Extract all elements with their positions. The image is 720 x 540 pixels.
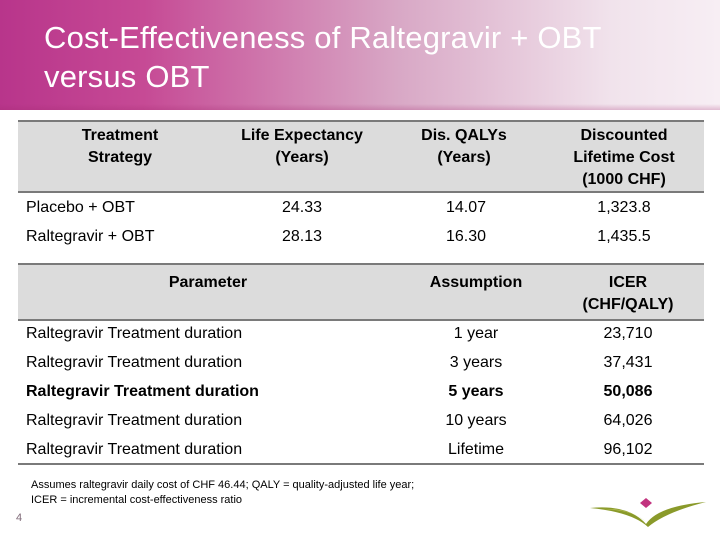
header-text: (CHF/QALY) [582, 296, 674, 313]
parameter-cell: Raltegravir Treatment duration [26, 412, 243, 429]
life-expectancy-cell: 24.33 [281, 199, 323, 216]
header-discounted-cost: Discounted Lifetime Cost (1000 CHF) [548, 125, 700, 191]
assumption-cell: 5 years [448, 383, 504, 400]
table-bottom-rule [18, 463, 704, 465]
icer-cell: 96,102 [603, 441, 653, 458]
title-banner: Cost-Effectiveness of Raltegravir + OBT … [0, 0, 720, 110]
icer-cell: 23,710 [603, 325, 653, 342]
header-text: Discounted [580, 127, 668, 144]
assumption-cell: 3 years [449, 354, 503, 371]
outcomes-table-header [18, 120, 704, 193]
company-logo-icon [590, 498, 706, 527]
header-text: Dis. QALYs [421, 127, 507, 144]
header-text: Life Expectancy [241, 127, 363, 144]
slide-title: Cost-Effectiveness of Raltegravir + OBT … [44, 18, 602, 96]
header-text: Lifetime Cost [573, 149, 675, 166]
icer-cell: 50,086 [603, 383, 653, 400]
cost-cell: 1,323.8 [597, 199, 651, 216]
header-assumption: Assumption [396, 272, 556, 294]
parameter-cell: Raltegravir Treatment duration [26, 383, 259, 400]
header-text: ICER [608, 274, 648, 291]
icer-table-header [18, 263, 704, 321]
strategy-cell: Raltegravir + OBT [26, 228, 155, 245]
strategy-cell: Placebo + OBT [26, 199, 135, 216]
parameter-cell: Raltegravir Treatment duration [26, 441, 243, 458]
assumption-cell: 1 year [453, 325, 499, 342]
header-treatment-strategy: Treatment Strategy [48, 125, 192, 169]
footnote-line: Assumes raltegravir daily cost of CHF 46… [31, 479, 415, 491]
banner-shadow [0, 104, 720, 110]
parameter-cell: Raltegravir Treatment duration [26, 354, 243, 371]
slide-title-line1: Cost-Effectiveness of Raltegravir + OBT [44, 20, 602, 55]
header-text: (Years) [437, 149, 491, 166]
footnote: Assumes raltegravir daily cost of CHF 46… [31, 478, 414, 508]
header-text: Assumption [429, 274, 523, 291]
header-icer: ICER (CHF/QALY) [556, 272, 700, 316]
header-text: (Years) [275, 149, 329, 166]
header-life-expectancy: Life Expectancy (Years) [216, 125, 388, 169]
header-text: Strategy [87, 149, 153, 166]
cost-cell: 1,435.5 [597, 228, 651, 245]
icer-cell: 64,026 [603, 412, 653, 429]
header-text: Parameter [168, 274, 248, 291]
header-dis-qalys: Dis. QALYs (Years) [394, 125, 534, 169]
header-text: (1000 CHF) [582, 171, 666, 188]
page-number: 4 [16, 512, 23, 524]
icer-cell: 37,431 [603, 354, 653, 371]
qaly-cell: 16.30 [445, 228, 487, 245]
qaly-cell: 14.07 [445, 199, 487, 216]
life-expectancy-cell: 28.13 [281, 228, 323, 245]
slide-title-line2: versus OBT [44, 59, 210, 94]
parameter-cell: Raltegravir Treatment duration [26, 325, 243, 342]
header-text: Treatment [81, 127, 159, 144]
footnote-line: ICER = incremental cost-effectiveness ra… [31, 494, 243, 506]
header-parameter: Parameter [118, 272, 298, 294]
assumption-cell: 10 years [445, 412, 507, 429]
assumption-cell: Lifetime [447, 441, 505, 458]
